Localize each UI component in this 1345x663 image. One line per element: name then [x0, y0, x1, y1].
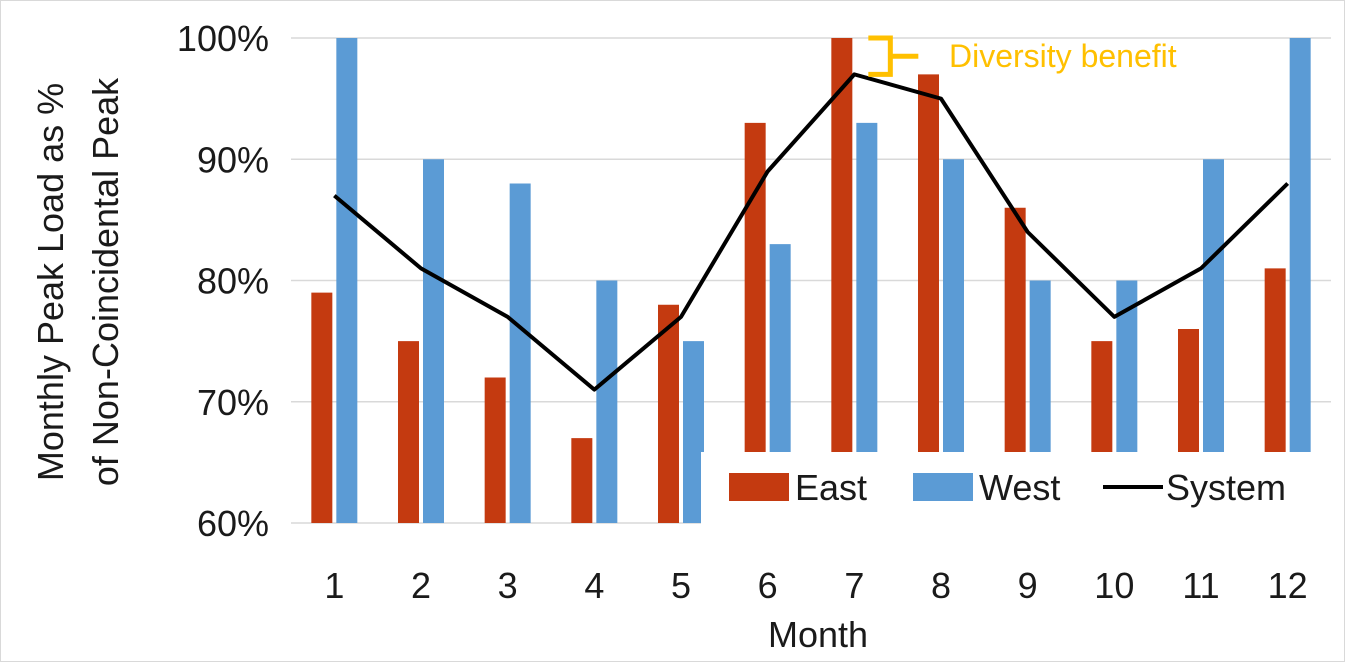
x-tick-label: 1 [324, 565, 344, 606]
west-bar [683, 341, 704, 523]
east-bar [398, 341, 419, 523]
x-tick-label: 11 [1182, 565, 1219, 606]
system-line [333, 72, 1290, 392]
y-tick-label: 80% [197, 261, 269, 302]
west-bar [596, 280, 618, 523]
legend: East West System [701, 452, 1331, 527]
legend-label-west: West [979, 467, 1060, 508]
x-tick-label: 7 [844, 565, 864, 606]
legend-swatch-east [729, 473, 789, 501]
y-tick-label: 60% [197, 503, 269, 544]
legend-label-east: East [795, 467, 867, 508]
east-bar [484, 377, 506, 523]
diversity-bracket [868, 35, 893, 77]
x-tick-label: 3 [498, 565, 518, 606]
x-axis-title: Month [768, 614, 868, 655]
west-bar [336, 38, 358, 523]
y-tick-label: 100% [177, 18, 269, 59]
west-bar [509, 183, 531, 523]
x-tick-label: 12 [1268, 565, 1308, 606]
axes: 60%70%80%90%100%1 2 3 4 5 6 7 8 9 10 11 12 [177, 18, 1308, 606]
diversity-annotation: Diversity benefit [868, 35, 1177, 77]
diversity-benefit-label: Diversity benefit [949, 38, 1177, 74]
y-axis-title-line2: of Non-Coincidental Peak [85, 77, 126, 486]
west-bar [943, 159, 964, 523]
east-bar [311, 292, 333, 523]
legend-swatch-west [913, 473, 973, 501]
west-bar [1289, 38, 1311, 523]
x-tick-label: 8 [931, 565, 951, 606]
x-tick-label: 9 [1018, 565, 1038, 606]
y-tick-label: 90% [197, 139, 269, 180]
y-tick-label: 70% [197, 382, 269, 423]
system-line-layer [333, 72, 1290, 392]
east-bar [744, 122, 766, 523]
y-axis-title-line1: Monthly Peak Load as % [30, 83, 71, 481]
east-bar [571, 438, 593, 523]
x-tick-label: 5 [671, 565, 691, 606]
x-tick-label: 10 [1094, 565, 1134, 606]
x-tick-label: 6 [758, 565, 778, 606]
gridlines [291, 37, 1331, 524]
east-bar [1004, 207, 1026, 523]
east-bar [918, 74, 939, 523]
east-bar [831, 38, 853, 523]
x-tick-label: 4 [584, 565, 604, 606]
west-bar [423, 159, 444, 523]
legend-label-system: System [1166, 467, 1286, 508]
legend-box [701, 452, 1331, 527]
west-bar [856, 122, 878, 523]
east-bar [658, 304, 679, 523]
x-tick-label: 2 [411, 565, 431, 606]
